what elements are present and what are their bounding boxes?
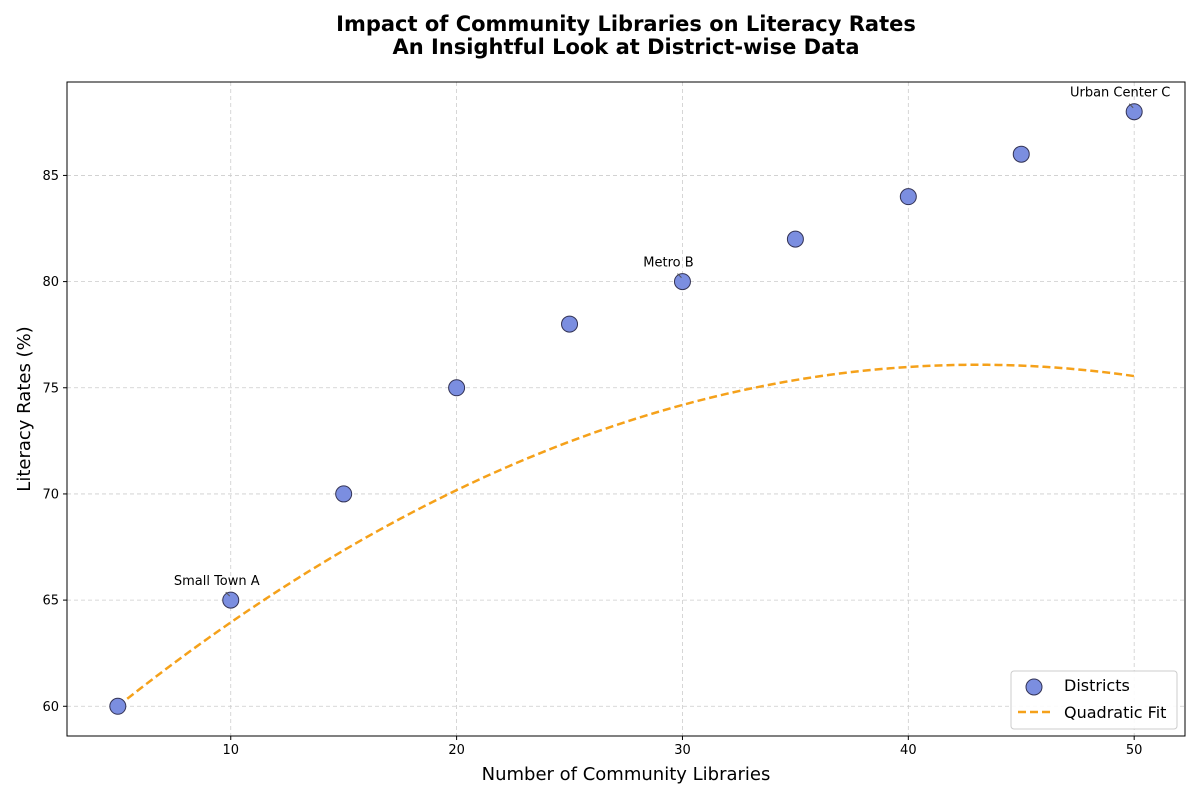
fit-layer <box>117 363 1135 708</box>
district-point <box>786 230 804 248</box>
district-point <box>673 273 691 291</box>
legend-box <box>1010 670 1178 730</box>
chart-title: Impact of Community Libraries on Literac… <box>336 12 916 36</box>
y-tick-label: 70 <box>42 487 59 502</box>
x-axis-ticks: 10 20 30 40 50 <box>222 736 1142 758</box>
quadratic-fit-line <box>117 363 1135 708</box>
legend-marker-districts <box>1025 678 1043 696</box>
annotation-arrow <box>677 273 682 278</box>
annotation-arrow <box>225 591 231 597</box>
district-point <box>1125 103 1143 121</box>
y-tick-label: 80 <box>42 275 59 290</box>
district-point <box>222 591 240 609</box>
annotation-label: Urban Center C <box>1070 86 1170 101</box>
y-tick-label: 75 <box>42 381 59 396</box>
y-axis-ticks: 60 65 70 75 80 85 <box>42 169 67 715</box>
district-point <box>448 379 466 397</box>
district-point <box>899 188 917 206</box>
district-point <box>1012 145 1030 163</box>
x-tick-label: 10 <box>222 743 239 758</box>
y-tick-label: 60 <box>42 700 59 715</box>
chart-subtitle: An Insightful Look at District-wise Data <box>392 35 859 59</box>
y-tick-label: 85 <box>42 169 59 184</box>
annotation-label: Metro B <box>643 256 693 271</box>
data-points <box>109 103 1143 715</box>
x-tick-label: 40 <box>900 743 917 758</box>
district-point <box>335 485 353 503</box>
legend-label-fit: Quadratic Fit <box>1064 703 1166 722</box>
annotation-label: Small Town A <box>174 574 260 589</box>
x-tick-label: 50 <box>1126 743 1143 758</box>
x-tick-label: 20 <box>448 743 465 758</box>
x-tick-label: 30 <box>674 743 691 758</box>
x-axis-label: Number of Community Libraries <box>482 764 771 785</box>
y-axis-label: Literacy Rates (%) <box>14 326 35 491</box>
legend-label-districts: Districts <box>1064 676 1130 695</box>
annotation-arrow <box>1128 103 1134 109</box>
legend: Districts Quadratic Fit <box>1010 670 1178 730</box>
district-point <box>561 315 579 333</box>
y-tick-label: 65 <box>42 594 59 609</box>
annotations: Small Town A Metro B Urban Center C <box>174 86 1170 597</box>
district-point <box>109 697 127 715</box>
plot-frame <box>66 81 1186 737</box>
